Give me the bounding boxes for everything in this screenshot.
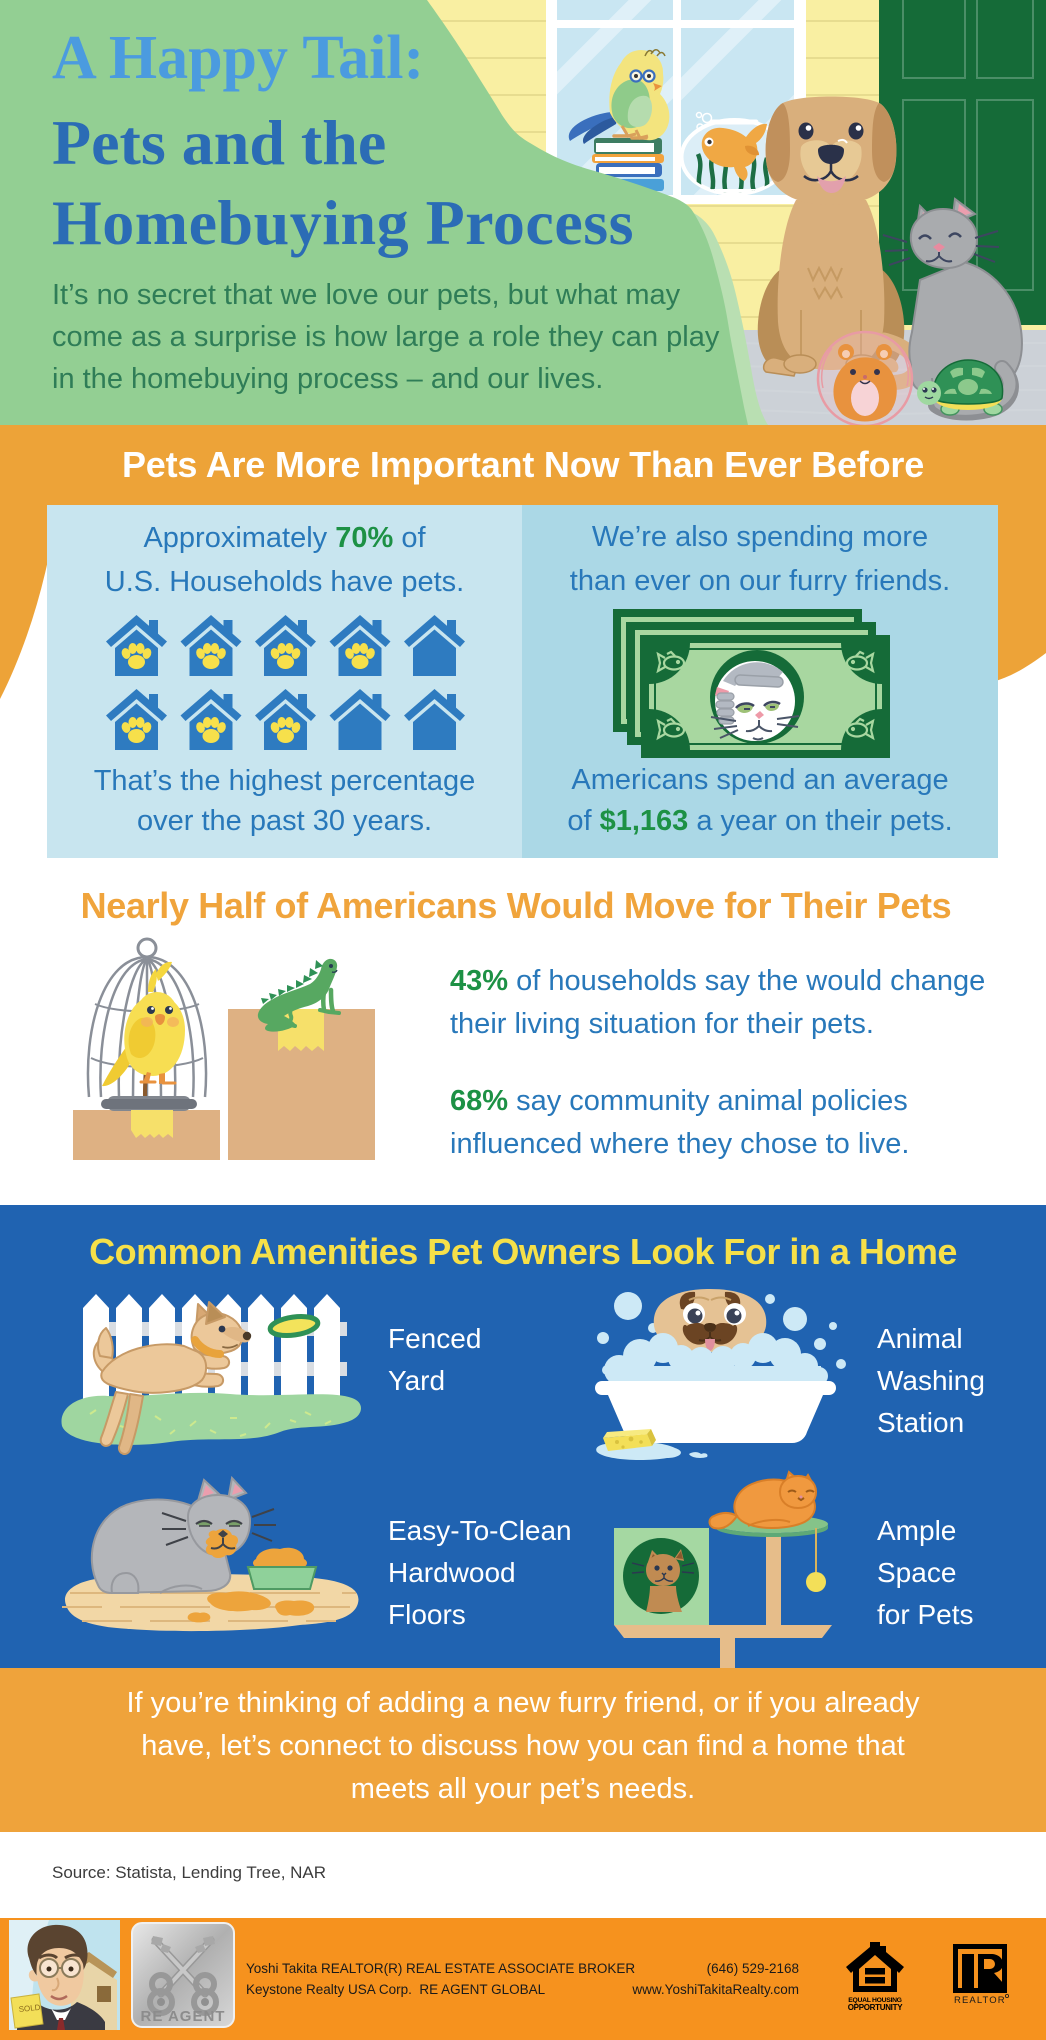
svg-text:REALTOR: REALTOR: [954, 1995, 1006, 2006]
svg-text:OPPORTUNITY: OPPORTUNITY: [848, 2003, 903, 2012]
svg-text:EQUAL HOUSING: EQUAL HOUSING: [848, 1997, 901, 2004]
svg-text:SOLD: SOLD: [18, 2003, 41, 2014]
svg-text:RE AGENT: RE AGENT: [141, 2008, 226, 2025]
